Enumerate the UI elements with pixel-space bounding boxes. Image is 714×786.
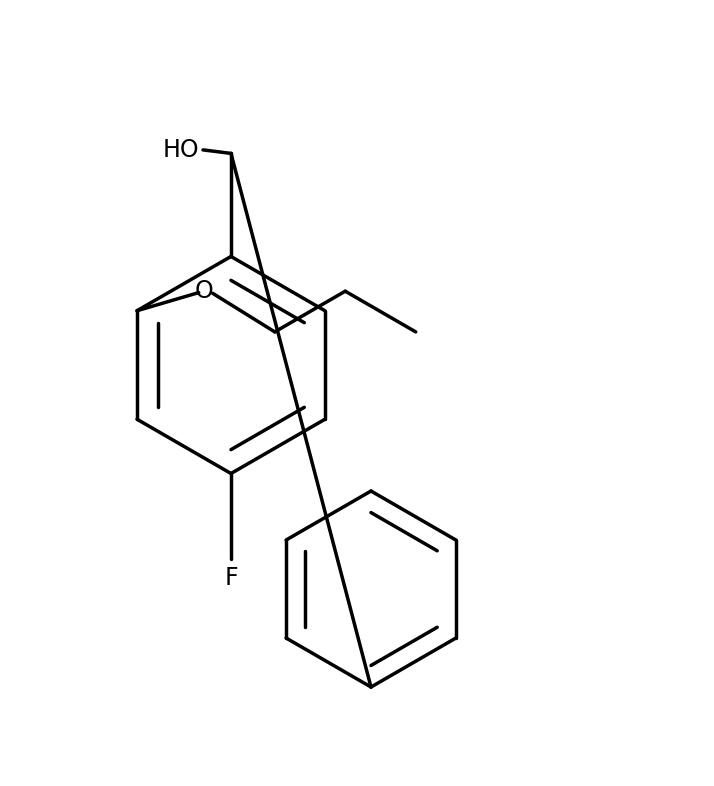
Text: F: F — [224, 566, 238, 590]
Text: O: O — [195, 279, 213, 303]
Text: HO: HO — [163, 138, 199, 162]
